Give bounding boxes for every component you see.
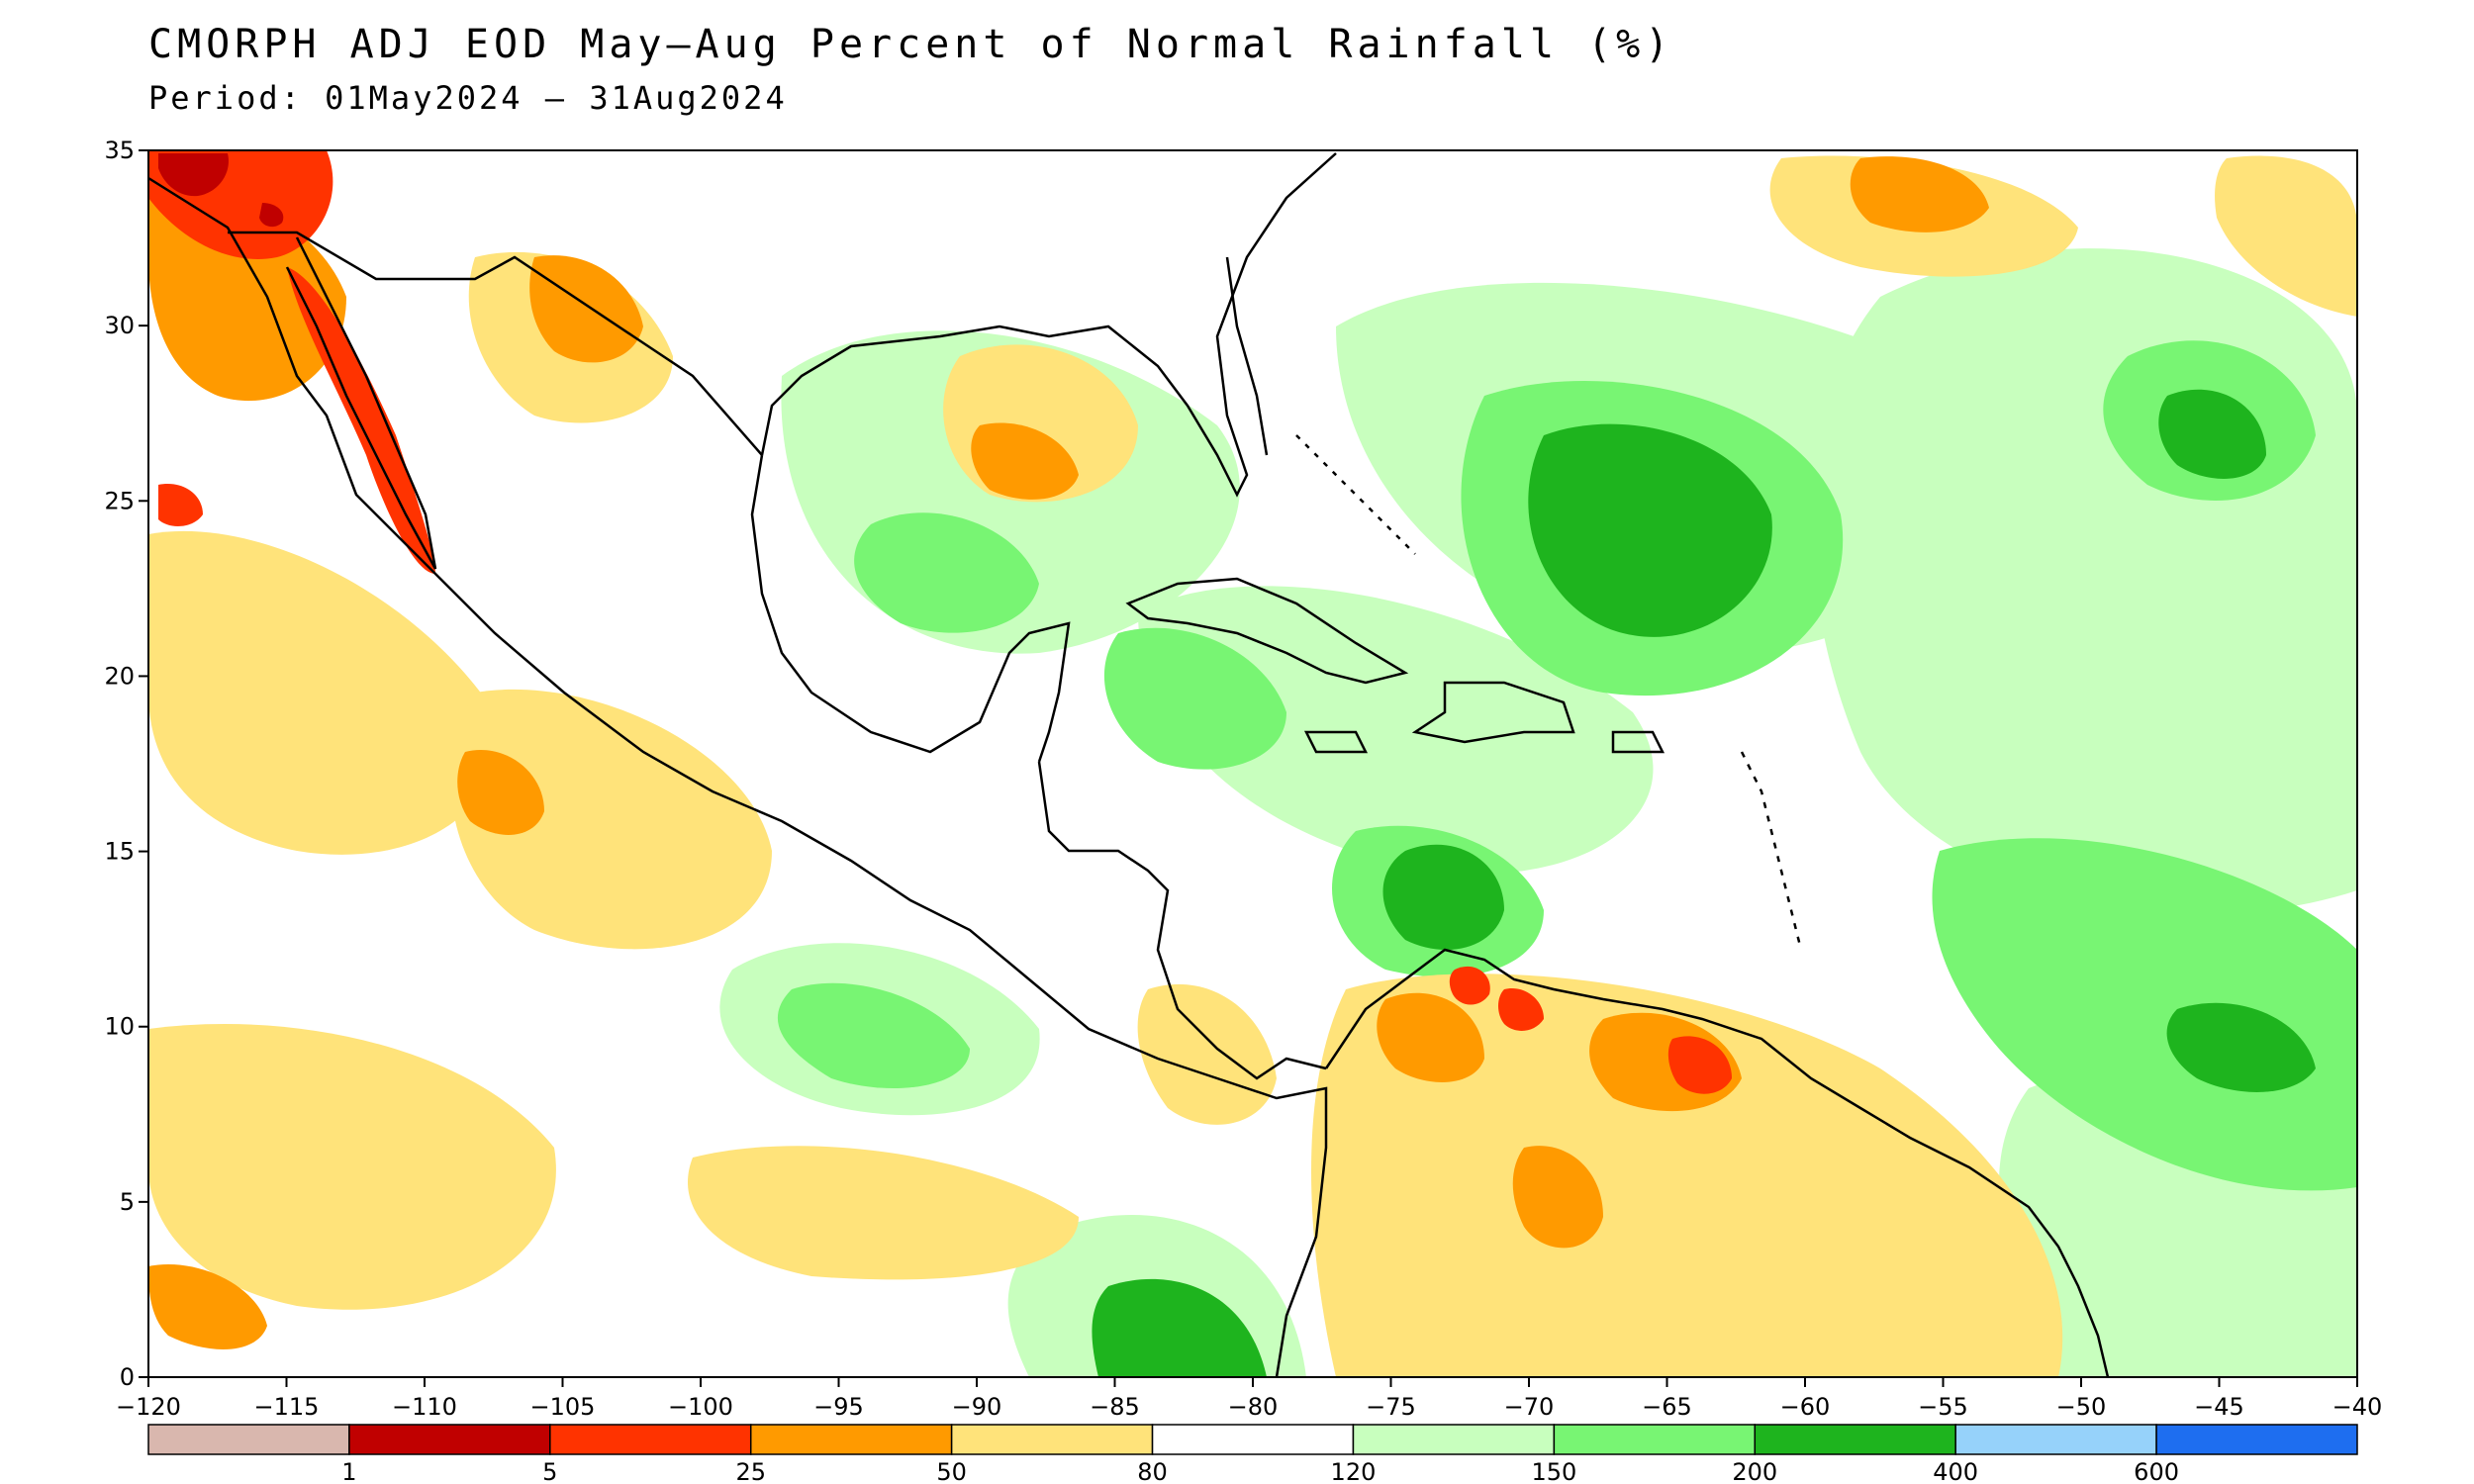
colorbar-swatch: [2155, 1424, 2358, 1455]
colorbar-label: 600: [2134, 1458, 2179, 1484]
map-plot-area: [147, 149, 2358, 1378]
colorbar-swatch: [1553, 1424, 1757, 1455]
lon-tick-label: −90: [952, 1393, 1002, 1421]
longitude-axis: −120 −115 −110 −105 −100 −95 −90 −85 −80 −75 −70 −6…: [116, 1377, 2382, 1421]
colorbar-label: 150: [1531, 1458, 1576, 1484]
colorbar-label: 25: [735, 1458, 766, 1484]
lon-tick-label: −105: [530, 1393, 596, 1421]
lat-tick-label: 35: [104, 137, 135, 164]
lon-tick-label: −115: [254, 1393, 320, 1421]
colorbar-swatch: [147, 1424, 350, 1455]
lon-tick-label: −70: [1504, 1393, 1555, 1421]
colorbar-label: 50: [936, 1458, 967, 1484]
colorbar-swatch: [1352, 1424, 1556, 1455]
colorbar-label: 80: [1137, 1458, 1168, 1484]
lon-tick-label: −45: [2194, 1393, 2244, 1421]
lon-tick-label: −75: [1366, 1393, 1416, 1421]
colorbar-swatch: [749, 1424, 953, 1455]
lon-tick-label: −100: [668, 1393, 733, 1421]
colorbar-swatch: [348, 1424, 551, 1455]
colorbar-legend: 1 5 25 50 80 120 150 200 400 600: [147, 1424, 2358, 1484]
lon-tick-label: −120: [116, 1393, 181, 1421]
colorbar-swatch: [950, 1424, 1154, 1455]
lat-tick-label: 25: [104, 487, 135, 514]
lon-tick-label: −110: [392, 1393, 457, 1421]
colorbar-swatch: [1954, 1424, 2157, 1455]
lon-tick-label: −50: [2056, 1393, 2107, 1421]
rainfall-shading: [148, 150, 2357, 1377]
latitude-axis: 0 5 10 15 20 25 30 35: [104, 137, 148, 1391]
lon-tick-label: −65: [1642, 1393, 1692, 1421]
coastlines: [147, 152, 2110, 1378]
colorbar-label: 400: [1933, 1458, 1978, 1484]
lat-tick-label: 20: [104, 662, 135, 690]
colorbar-label: 1: [341, 1458, 356, 1484]
lat-tick-label: 30: [104, 312, 135, 339]
colorbar-label: 200: [1732, 1458, 1777, 1484]
lon-tick-label: −80: [1228, 1393, 1279, 1421]
colorbar-label: 5: [542, 1458, 557, 1484]
lon-tick-label: −40: [2332, 1393, 2383, 1421]
colorbar-swatch: [549, 1424, 752, 1455]
lat-tick-label: 15: [104, 838, 135, 866]
map-period: Period: 01May2024 — 31Aug2024: [148, 79, 788, 117]
lon-tick-label: −95: [813, 1393, 864, 1421]
colorbar-swatch: [1151, 1424, 1355, 1455]
lat-tick-label: 0: [120, 1363, 135, 1391]
colorbar-label: 120: [1331, 1458, 1377, 1484]
lon-tick-label: −85: [1090, 1393, 1140, 1421]
map-title: CMORPH ADJ EOD May—Aug Percent of Normal…: [148, 22, 1674, 67]
colorbar-swatch: [1754, 1424, 1956, 1455]
lat-tick-label: 5: [120, 1188, 135, 1216]
lon-tick-label: −55: [1918, 1393, 1968, 1421]
lat-tick-label: 10: [104, 1013, 135, 1041]
lon-tick-label: −60: [1780, 1393, 1831, 1421]
